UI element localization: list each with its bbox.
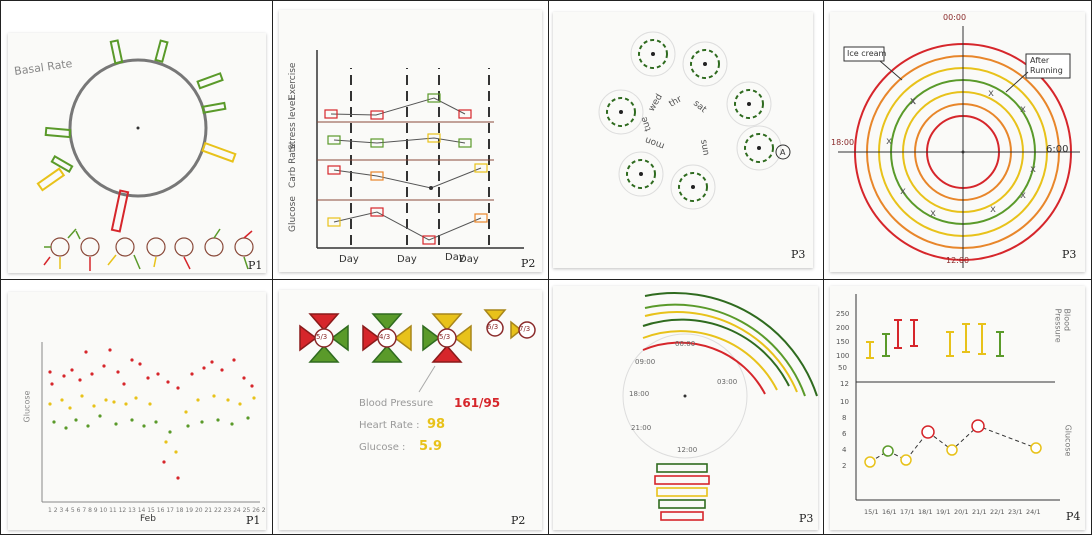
- clock-label: 18:00: [629, 390, 650, 398]
- svg-text:x: x: [988, 88, 994, 99]
- hr-label: Heart Rate :: [359, 420, 420, 431]
- svg-text:50: 50: [838, 364, 847, 372]
- clock-label: 00:00: [675, 340, 696, 348]
- svg-text:Day: Day: [397, 254, 417, 265]
- svg-text:19/1: 19/1: [936, 508, 951, 516]
- clock-label: 09:00: [635, 358, 656, 366]
- svg-text:x: x: [930, 208, 936, 219]
- svg-text:Exercise: Exercise: [288, 62, 298, 100]
- svg-text:Day: Day: [445, 252, 465, 263]
- annotation-ice-cream: Ice cream: [847, 49, 887, 58]
- panel-label: P1: [248, 259, 263, 272]
- grid-line: [0, 0, 1, 535]
- svg-text:23/1: 23/1: [1008, 508, 1023, 516]
- panel-day-wheels: thr sat sun mon tue wed A P3: [553, 12, 813, 268]
- svg-text:200: 200: [836, 324, 849, 332]
- bp-label: Blood Pressure: [359, 398, 434, 409]
- clock-top-label: 00:00: [943, 13, 967, 22]
- panel-label: P3: [1062, 248, 1077, 261]
- svg-text:A: A: [780, 148, 786, 157]
- svg-text:Glucose: Glucose: [288, 196, 298, 232]
- svg-text:tue: tue: [639, 115, 654, 133]
- flower-label: 5/3: [439, 333, 451, 341]
- svg-text:Carb Rate: Carb Rate: [288, 143, 298, 188]
- svg-text:21/1: 21/1: [972, 508, 987, 516]
- clock-label: 21:00: [631, 424, 652, 432]
- clock-left-label: 18:00: [831, 138, 855, 147]
- panel-basal-rate: Basal Rate P1: [8, 33, 266, 273]
- svg-text:250: 250: [836, 310, 849, 318]
- y-axis-label: Glucose: [22, 390, 32, 423]
- svg-text:sat: sat: [691, 99, 708, 116]
- svg-text:x: x: [1020, 190, 1026, 201]
- svg-text:150: 150: [836, 338, 849, 346]
- svg-text:15/1: 15/1: [864, 508, 879, 516]
- svg-text:thr: thr: [668, 94, 684, 109]
- svg-text:18/1: 18/1: [918, 508, 933, 516]
- bp-axis-label: Blood Pressure: [1053, 308, 1072, 343]
- x-axis-label: Feb: [140, 514, 156, 524]
- glucose-label: Glucose :: [359, 442, 406, 453]
- svg-text:8: 8: [842, 414, 846, 422]
- flower-label: 6/3: [487, 323, 499, 331]
- svg-text:x: x: [910, 96, 916, 107]
- svg-text:20/1: 20/1: [954, 508, 969, 516]
- svg-text:12: 12: [840, 380, 849, 388]
- svg-text:24/1: 24/1: [1026, 508, 1041, 516]
- svg-text:1 2 3 4 5 6 7 8 9 10 11 12 13: 1 2 3 4 5 6 7 8 9 10 11 12 13 14 15 16 1…: [48, 507, 266, 514]
- svg-text:mon: mon: [644, 134, 666, 150]
- clock-right-label: 6:00: [1046, 144, 1069, 155]
- panel-label: P1: [246, 514, 261, 527]
- svg-text:17/1: 17/1: [900, 508, 915, 516]
- glucose-value: 5.9: [419, 439, 443, 454]
- panel-daily-chart: Exercise Stress level Carb Rate Glucose …: [279, 10, 542, 272]
- svg-text:x: x: [990, 204, 996, 215]
- svg-text:Day: Day: [459, 254, 479, 265]
- clock-bottom-label: 12:00: [946, 256, 970, 265]
- grid-line: [0, 0, 1092, 1]
- glucose-axis-label: Glucose: [1063, 424, 1073, 457]
- panel-label: P4: [1066, 510, 1081, 523]
- svg-text:22/1: 22/1: [990, 508, 1005, 516]
- svg-text:wed: wed: [647, 92, 665, 113]
- flower-label: 7/3: [519, 325, 531, 333]
- hr-value: 98: [427, 417, 446, 432]
- panel-flower-readings: 5/3 4/3 5/3 6/3 7/3 Blood Pressure 161/9…: [279, 290, 542, 530]
- svg-text:100: 100: [836, 352, 849, 360]
- panel-label: P2: [521, 257, 536, 270]
- svg-text:10: 10: [840, 398, 849, 406]
- svg-text:x: x: [886, 136, 892, 147]
- panel-label: P2: [511, 514, 526, 527]
- panel-arc-clock: 00:00 03:00 09:00 18:00 21:00 12:00 P3: [553, 286, 818, 530]
- grid-line: [272, 0, 273, 535]
- svg-text:x: x: [1030, 164, 1036, 175]
- bp-value: 161/95: [454, 396, 501, 410]
- svg-text:4: 4: [842, 446, 847, 454]
- annotation-after-running: After Running: [1030, 56, 1063, 75]
- panel-concentric-clock: x x x x x x x x x 00:00 18:00 6:00 12:00 Ice c…: [830, 12, 1085, 272]
- clock-label: 03:00: [717, 378, 738, 386]
- clock-label: 12:00: [677, 446, 698, 454]
- panel-label: P3: [799, 512, 814, 525]
- panel-bp-glucose: 250 200 150 100 50 12 10 8 6 4 2 15/1 16/1 17/1 18/1…: [830, 286, 1085, 530]
- panel-glucose-dots: 1 2 3 4 5 6 7 8 9 10 11 12 13 14 15 16 1…: [8, 292, 266, 530]
- grid-line: [548, 0, 549, 535]
- flower-label: 5/3: [316, 333, 328, 341]
- svg-text:sun: sun: [698, 139, 711, 157]
- panel-label: P3: [791, 248, 806, 261]
- flower-label: 4/3: [379, 333, 391, 341]
- grid-line: [0, 279, 1092, 280]
- grid-line: [823, 0, 824, 535]
- svg-text:2: 2: [842, 462, 846, 470]
- svg-text:16/1: 16/1: [882, 508, 897, 516]
- svg-text:Day: Day: [339, 254, 359, 265]
- svg-text:x: x: [900, 186, 906, 197]
- svg-text:6: 6: [842, 430, 847, 438]
- svg-text:x: x: [1020, 104, 1026, 115]
- svg-text:Stress level: Stress level: [288, 98, 298, 150]
